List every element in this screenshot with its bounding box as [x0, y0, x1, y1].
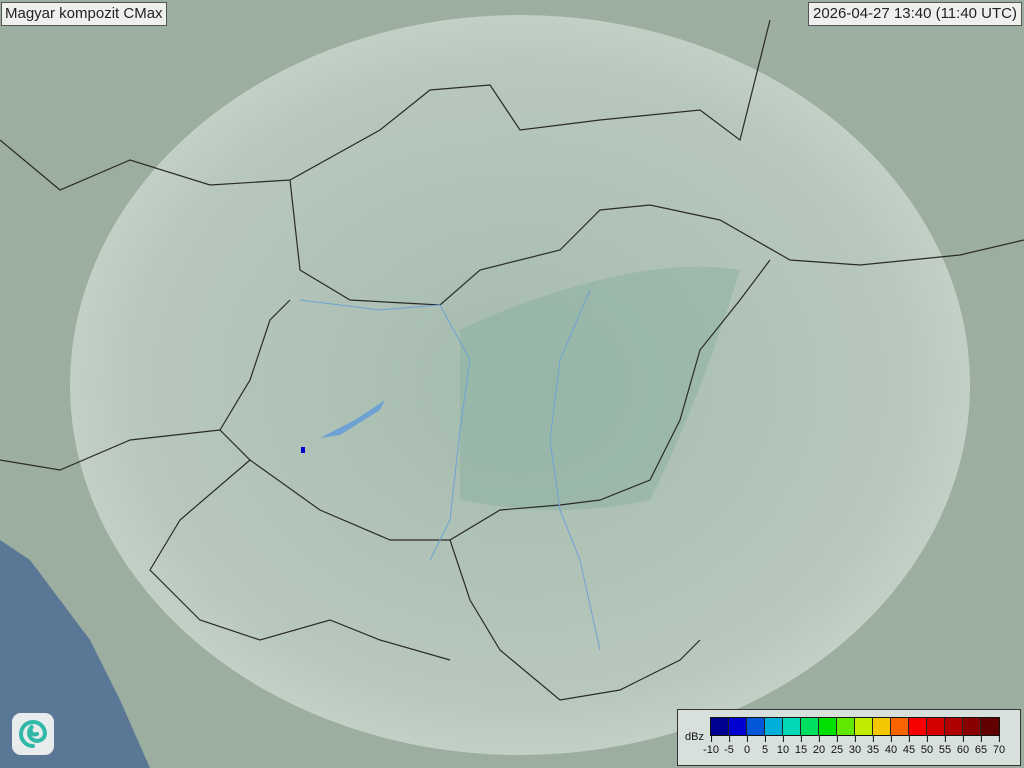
product-title: Magyar kompozit CMax: [1, 2, 167, 26]
color-swatch: [873, 718, 891, 735]
legend-unit: dBz: [685, 731, 704, 743]
color-swatch: [747, 718, 765, 735]
tick-label: 55: [939, 736, 951, 756]
tick-label: 5: [762, 736, 768, 756]
adriatic-sea: [0, 540, 150, 768]
color-swatch: [783, 718, 801, 735]
color-swatch: [729, 718, 747, 735]
tick-label: -5: [724, 736, 734, 756]
tick-label: -10: [703, 736, 719, 756]
rivers: [299, 289, 601, 651]
color-swatch: [909, 718, 927, 735]
tick-label: 30: [849, 736, 861, 756]
great-plain: [460, 266, 740, 510]
tick-label: 15: [795, 736, 807, 756]
tick-label: 20: [813, 736, 825, 756]
weather-service-logo[interactable]: [12, 713, 54, 755]
dbz-legend: dBz -10 -5 0 5 10 15 20 25 30 35 40 45 50 55 60 65 70: [677, 709, 1021, 766]
tick-label: 60: [957, 736, 969, 756]
tick-label: 10: [777, 736, 789, 756]
color-swatch: [981, 718, 999, 735]
tick-label: 40: [885, 736, 897, 756]
tick-label: 0: [744, 736, 750, 756]
color-swatch: [819, 718, 837, 735]
color-swatch: [891, 718, 909, 735]
color-swatch: [927, 718, 945, 735]
color-swatch: [801, 718, 819, 735]
tick-label: 35: [867, 736, 879, 756]
tick-label: 25: [831, 736, 843, 756]
tick-label: 65: [975, 736, 987, 756]
color-swatch: [837, 718, 855, 735]
country-borders: [0, 19, 1024, 701]
color-swatch: [963, 718, 981, 735]
timestamp: 2026-04-27 13:40 (11:40 UTC): [807, 2, 1022, 26]
scale-ticks: -10 -5 0 5 10 15 20 25 30 35 40 45 50 55 60 65 70: [703, 736, 1016, 760]
swirl-logo-icon: [19, 720, 48, 748]
tick-label: 45: [903, 736, 915, 756]
tick-label: 50: [921, 736, 933, 756]
color-scale: [710, 717, 1000, 736]
color-swatch: [855, 718, 873, 735]
color-swatch: [945, 718, 963, 735]
tick-label: 70: [993, 736, 1005, 756]
radar-echo: [301, 447, 305, 453]
color-swatch: [765, 718, 783, 735]
color-swatch: [711, 718, 729, 735]
